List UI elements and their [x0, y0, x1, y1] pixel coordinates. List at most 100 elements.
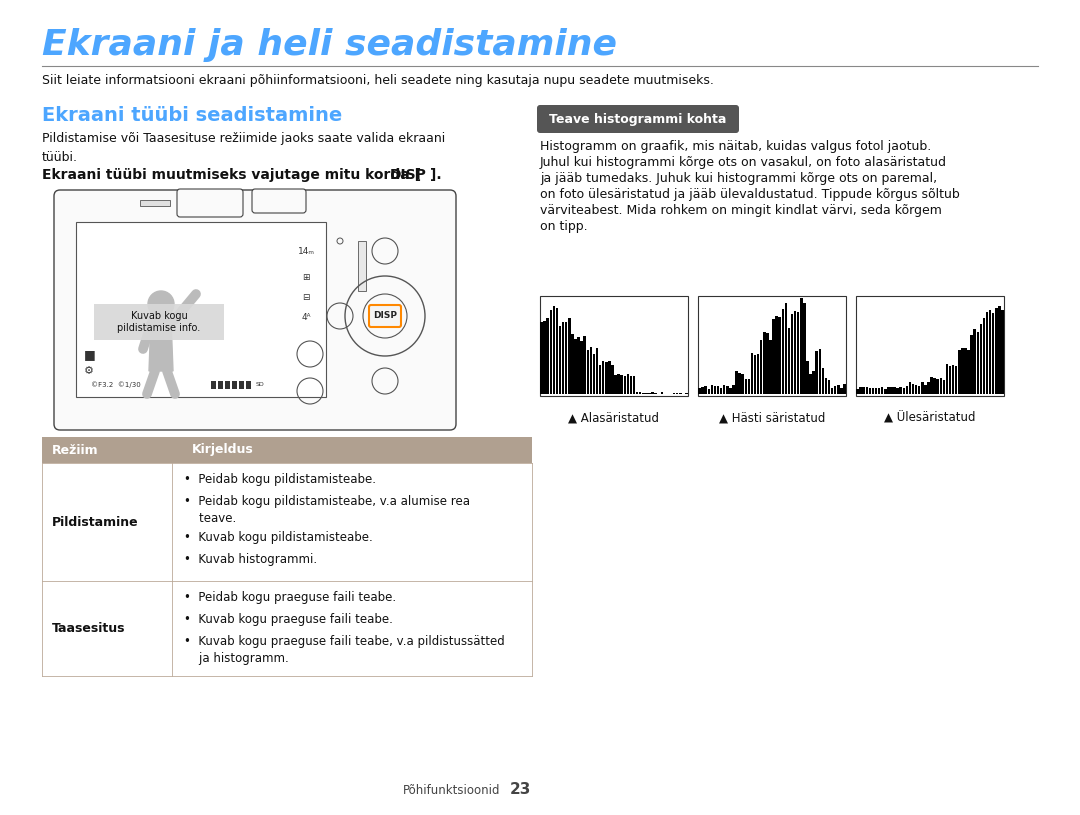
- Bar: [626, 376, 630, 394]
- Bar: [757, 351, 759, 394]
- Text: ■: ■: [84, 349, 96, 362]
- Bar: [615, 372, 617, 394]
- Bar: [928, 382, 930, 394]
- Text: Pildistamise või Taasesituse režiimide jaoks saate valida ekraani
tüübi.: Pildistamise või Taasesituse režiimide j…: [42, 132, 445, 164]
- Text: ▲ Ülesäristatud: ▲ Ülesäristatud: [885, 412, 975, 425]
- Bar: [764, 338, 766, 394]
- Text: ©F3.2  ©1/30: ©F3.2 ©1/30: [91, 381, 140, 388]
- Bar: [794, 315, 796, 394]
- Bar: [645, 391, 648, 394]
- Bar: [827, 382, 831, 394]
- Text: Kuvab kogu
pildistamise info.: Kuvab kogu pildistamise info.: [118, 311, 201, 333]
- Bar: [825, 381, 827, 394]
- Bar: [140, 200, 170, 206]
- Bar: [556, 307, 558, 394]
- Bar: [822, 363, 824, 394]
- Bar: [856, 387, 859, 394]
- Text: Teave histogrammi kohta: Teave histogrammi kohta: [550, 112, 727, 126]
- Text: •  Kuvab kogu praeguse faili teabe, v.a pildistussätted
    ja histogramm.: • Kuvab kogu praeguse faili teabe, v.a p…: [184, 635, 504, 665]
- Bar: [800, 298, 802, 394]
- Bar: [565, 325, 567, 394]
- Bar: [951, 360, 955, 394]
- Bar: [621, 372, 623, 394]
- Text: Ekraani tüübi seadistamine: Ekraani tüübi seadistamine: [42, 106, 342, 125]
- Bar: [580, 339, 583, 394]
- Bar: [809, 368, 812, 394]
- Bar: [714, 388, 716, 394]
- Bar: [661, 391, 663, 394]
- Bar: [651, 392, 653, 394]
- Bar: [735, 377, 738, 394]
- Text: värviteabest. Mida rohkem on mingit kindlat värvi, seda kõrgem: värviteabest. Mida rohkem on mingit kind…: [540, 204, 942, 217]
- Bar: [225, 381, 230, 389]
- Bar: [912, 384, 915, 394]
- Bar: [949, 363, 951, 394]
- Bar: [787, 326, 791, 394]
- Text: •  Peidab kogu pildistamisteabe.: • Peidab kogu pildistamisteabe.: [184, 473, 376, 486]
- Bar: [704, 385, 707, 394]
- Bar: [775, 321, 778, 394]
- Bar: [575, 336, 577, 394]
- Bar: [590, 349, 592, 394]
- Bar: [946, 361, 948, 394]
- Bar: [648, 391, 650, 394]
- Bar: [964, 350, 967, 394]
- Bar: [989, 311, 991, 394]
- Bar: [602, 363, 605, 394]
- Bar: [685, 393, 688, 394]
- Bar: [654, 391, 657, 394]
- Bar: [540, 315, 543, 394]
- Bar: [933, 375, 936, 394]
- Bar: [782, 306, 784, 394]
- Bar: [856, 296, 1004, 396]
- Bar: [943, 377, 945, 394]
- Bar: [726, 388, 729, 394]
- Text: DISP: DISP: [373, 311, 397, 320]
- Bar: [562, 315, 565, 394]
- Bar: [986, 312, 988, 394]
- Bar: [980, 322, 982, 394]
- Bar: [568, 316, 570, 394]
- Bar: [596, 350, 598, 394]
- Bar: [968, 346, 970, 394]
- Bar: [785, 309, 787, 394]
- Bar: [766, 337, 769, 394]
- Bar: [630, 377, 632, 394]
- Bar: [571, 337, 573, 394]
- Bar: [779, 316, 781, 394]
- Bar: [983, 319, 985, 394]
- FancyBboxPatch shape: [177, 189, 243, 217]
- Bar: [639, 391, 642, 394]
- Bar: [791, 315, 794, 394]
- Bar: [760, 338, 762, 394]
- FancyBboxPatch shape: [252, 189, 306, 213]
- Bar: [246, 381, 251, 389]
- Bar: [890, 386, 893, 394]
- Text: ja jääb tumedaks. Juhuk kui histogrammi kõrge ots on paremal,: ja jääb tumedaks. Juhuk kui histogrammi …: [540, 172, 937, 185]
- Bar: [94, 304, 224, 340]
- Text: ⊞: ⊞: [302, 272, 310, 281]
- Bar: [720, 386, 723, 394]
- Bar: [744, 379, 747, 394]
- Bar: [998, 306, 1000, 394]
- Bar: [239, 381, 244, 389]
- Bar: [707, 388, 710, 394]
- Bar: [1001, 310, 1003, 394]
- Text: •  Peidab kogu pildistamisteabe, v.a alumise rea
    teave.: • Peidab kogu pildistamisteabe, v.a alum…: [184, 495, 470, 525]
- Bar: [618, 374, 620, 394]
- Bar: [918, 382, 920, 394]
- Text: Kirjeldus: Kirjeldus: [192, 443, 254, 456]
- Bar: [558, 317, 562, 394]
- Bar: [940, 375, 942, 394]
- Bar: [973, 331, 976, 394]
- Bar: [908, 381, 912, 394]
- Bar: [958, 350, 960, 394]
- Text: Taasesitus: Taasesitus: [52, 622, 125, 635]
- Bar: [865, 389, 868, 394]
- Text: •  Peidab kogu praeguse faili teabe.: • Peidab kogu praeguse faili teabe.: [184, 591, 396, 604]
- Bar: [863, 387, 865, 394]
- Bar: [586, 350, 589, 394]
- Bar: [924, 384, 927, 394]
- Bar: [971, 334, 973, 394]
- Bar: [732, 385, 734, 394]
